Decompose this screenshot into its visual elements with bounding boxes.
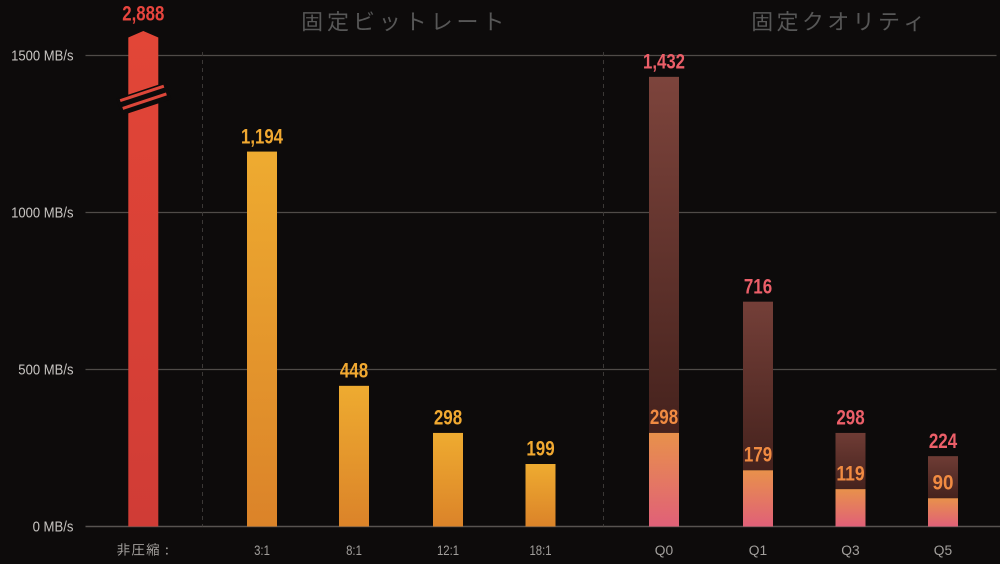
svg-text:298: 298 xyxy=(650,405,678,429)
svg-text:1500 MB/s: 1500 MB/s xyxy=(11,48,73,65)
svg-text:179: 179 xyxy=(744,443,772,467)
svg-text:Q0: Q0 xyxy=(655,543,673,559)
svg-text:Q5: Q5 xyxy=(934,543,952,559)
svg-text:0 MB/s: 0 MB/s xyxy=(33,518,74,535)
svg-text:1,194: 1,194 xyxy=(241,124,283,148)
svg-text:Q1: Q1 xyxy=(749,543,767,559)
svg-text:500 MB/s: 500 MB/s xyxy=(18,362,73,379)
svg-text:Q3: Q3 xyxy=(841,543,859,559)
svg-text:18:1: 18:1 xyxy=(529,543,551,559)
svg-text:1000 MB/s: 1000 MB/s xyxy=(11,205,73,222)
svg-text:1,432: 1,432 xyxy=(643,50,685,74)
svg-text:224: 224 xyxy=(929,429,957,453)
svg-text:448: 448 xyxy=(340,359,368,383)
svg-text:119: 119 xyxy=(836,461,864,485)
svg-text:3:1: 3:1 xyxy=(254,543,270,559)
svg-text:90: 90 xyxy=(933,470,954,494)
svg-text:298: 298 xyxy=(836,406,864,430)
svg-text:8:1: 8:1 xyxy=(346,543,362,559)
svg-text:12:1: 12:1 xyxy=(437,543,459,559)
svg-text:298: 298 xyxy=(434,406,462,430)
svg-text:199: 199 xyxy=(526,437,554,461)
svg-text:716: 716 xyxy=(744,274,772,298)
svg-text:2,888: 2,888 xyxy=(122,1,164,25)
